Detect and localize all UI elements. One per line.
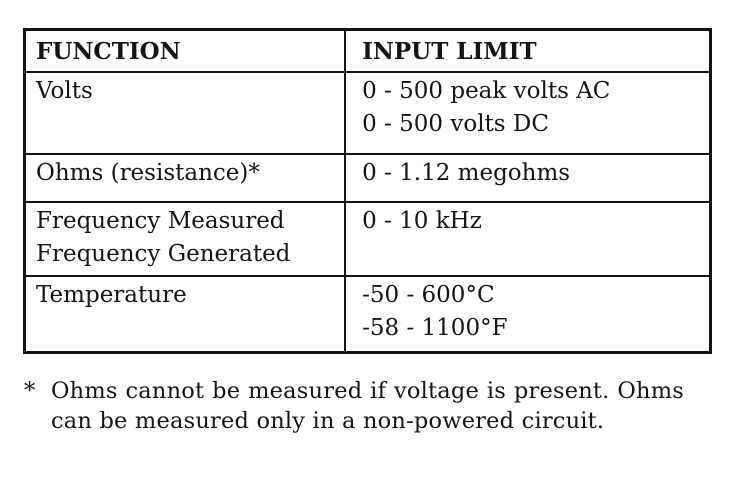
input-limit-cell: 0 - 1.12 megohms bbox=[344, 153, 712, 203]
input-limit-value: 0 - 10 kHz bbox=[362, 208, 482, 234]
header-input-limit: INPUT LIMIT bbox=[344, 28, 712, 73]
input-limit-value: -58 - 1100°F bbox=[362, 315, 508, 341]
footnote: * Ohms cannot be measured if voltage is … bbox=[24, 376, 684, 436]
input-limit-value: -50 - 600°C bbox=[362, 282, 495, 308]
table-row: Temperature -50 - 600°C -58 - 1100°F bbox=[23, 275, 712, 354]
footnote-marker: * bbox=[24, 378, 36, 404]
input-limit-cell: 0 - 10 kHz bbox=[344, 201, 712, 277]
function-cell: Volts bbox=[23, 71, 347, 155]
input-limit-value: 0 - 500 peak volts AC bbox=[362, 78, 611, 104]
function-cell: Temperature bbox=[23, 275, 347, 354]
table-header-row: FUNCTION INPUT LIMIT bbox=[23, 28, 712, 73]
footnote-text: Ohms cannot be measured if voltage is pr… bbox=[51, 378, 684, 434]
input-limit-cell: 0 - 500 peak volts AC 0 - 500 volts DC bbox=[344, 71, 712, 155]
function-cell: Ohms (resistance)* bbox=[23, 153, 347, 203]
input-limit-value: 0 - 1.12 megohms bbox=[362, 160, 571, 186]
function-cell: Frequency Measured Frequency Generated bbox=[23, 201, 347, 277]
input-limit-cell: -50 - 600°C -58 - 1100°F bbox=[344, 275, 712, 354]
input-limit-value: 0 - 500 volts DC bbox=[362, 111, 549, 137]
header-function: FUNCTION bbox=[23, 28, 347, 73]
table-row: Volts 0 - 500 peak volts AC 0 - 500 volt… bbox=[23, 71, 712, 155]
input-limit-table: FUNCTION INPUT LIMIT Volts 0 - 500 peak … bbox=[23, 28, 712, 354]
function-label: Ohms (resistance)* bbox=[36, 160, 260, 186]
function-label: Frequency Measured bbox=[36, 208, 285, 234]
function-label: Volts bbox=[36, 78, 93, 104]
function-label: Frequency Generated bbox=[36, 241, 291, 267]
function-label: Temperature bbox=[36, 282, 187, 308]
table-row: Ohms (resistance)* 0 - 1.12 megohms bbox=[23, 153, 712, 203]
table-row: Frequency Measured Frequency Generated 0… bbox=[23, 201, 712, 277]
